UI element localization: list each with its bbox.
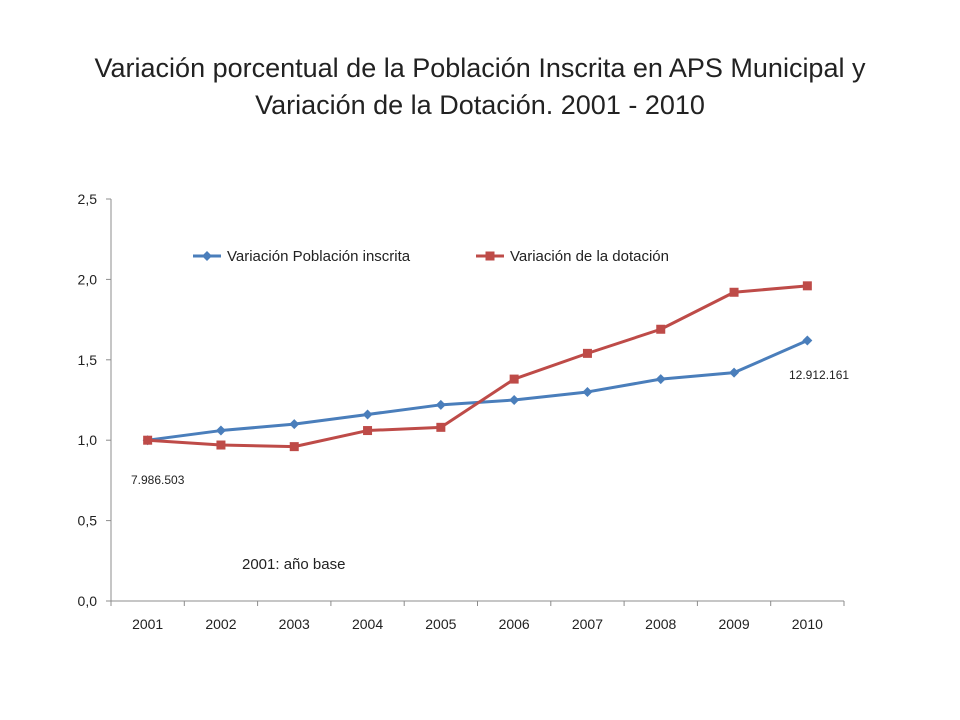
x-tick-label: 2008 bbox=[645, 616, 676, 632]
y-tick-label: 2,5 bbox=[78, 191, 98, 207]
legend-item-1: Variación Población inscrita bbox=[193, 248, 411, 265]
chart-title-line-2: Variación de la Dotación. 2001 - 2010 bbox=[255, 90, 705, 120]
series-line bbox=[147, 284, 808, 449]
data-point-diamond bbox=[655, 374, 666, 385]
data-point-square bbox=[802, 281, 812, 291]
data-point-diamond bbox=[289, 419, 300, 430]
series-line bbox=[147, 339, 808, 442]
chart-legend: Variación Población inscrita Variación de… bbox=[193, 248, 669, 265]
data-point-diamond bbox=[729, 367, 740, 378]
data-point-square bbox=[289, 442, 299, 452]
y-tick-label: 0,0 bbox=[78, 593, 98, 609]
data-point-square bbox=[729, 287, 739, 297]
chart-series bbox=[142, 281, 813, 452]
data-point-diamond bbox=[582, 386, 593, 397]
data-point-square bbox=[216, 440, 226, 450]
x-tick-label: 2010 bbox=[792, 616, 823, 632]
data-point-diamond bbox=[215, 425, 226, 436]
legend-marker-square bbox=[485, 251, 495, 261]
x-tick-label: 2006 bbox=[499, 616, 530, 632]
series-1 bbox=[142, 335, 813, 446]
x-tick-label: 2002 bbox=[205, 616, 236, 632]
legend-label: Variación Población inscrita bbox=[227, 248, 411, 265]
series-2 bbox=[143, 281, 812, 452]
x-tick-label: 2005 bbox=[425, 616, 456, 632]
data-point-diamond bbox=[362, 409, 373, 420]
end-value-annotation: 12.912.161 bbox=[789, 368, 849, 382]
x-tick-label: 2007 bbox=[572, 616, 603, 632]
y-tick-label: 1,5 bbox=[78, 352, 98, 368]
y-tick-label: 1,0 bbox=[78, 432, 98, 448]
x-tick-label: 2009 bbox=[718, 616, 749, 632]
data-point-square bbox=[656, 324, 666, 334]
chart-title: Variación porcentual de la Población Ins… bbox=[0, 50, 960, 124]
data-point-diamond bbox=[435, 399, 446, 410]
y-tick-label: 0,5 bbox=[78, 513, 98, 529]
data-point-diamond bbox=[509, 395, 520, 405]
legend-marker-diamond bbox=[202, 251, 212, 261]
data-point-square bbox=[363, 426, 373, 436]
data-point-square bbox=[509, 374, 519, 384]
x-tick-label: 2003 bbox=[279, 616, 310, 632]
data-point-square bbox=[436, 422, 446, 432]
chart-axes: 0,0 0,5 1,0 1,5 2,0 2,5 2001 2002 2003 2004 2005 20… bbox=[78, 191, 845, 632]
base-year-note: 2001: año base bbox=[242, 556, 345, 573]
start-value-annotation: 7.986.503 bbox=[131, 473, 185, 487]
x-tick-label: 2004 bbox=[352, 616, 383, 632]
y-tick-label: 2,0 bbox=[78, 271, 98, 287]
data-point-diamond bbox=[802, 335, 813, 346]
legend-item-2: Variación de la dotación bbox=[476, 248, 669, 265]
data-point-square bbox=[143, 435, 153, 445]
x-tick-label: 2001 bbox=[132, 616, 163, 632]
data-point-square bbox=[582, 348, 592, 358]
legend-label: Variación de la dotación bbox=[510, 248, 669, 265]
chart-title-line-1: Variación porcentual de la Población Ins… bbox=[94, 53, 866, 83]
